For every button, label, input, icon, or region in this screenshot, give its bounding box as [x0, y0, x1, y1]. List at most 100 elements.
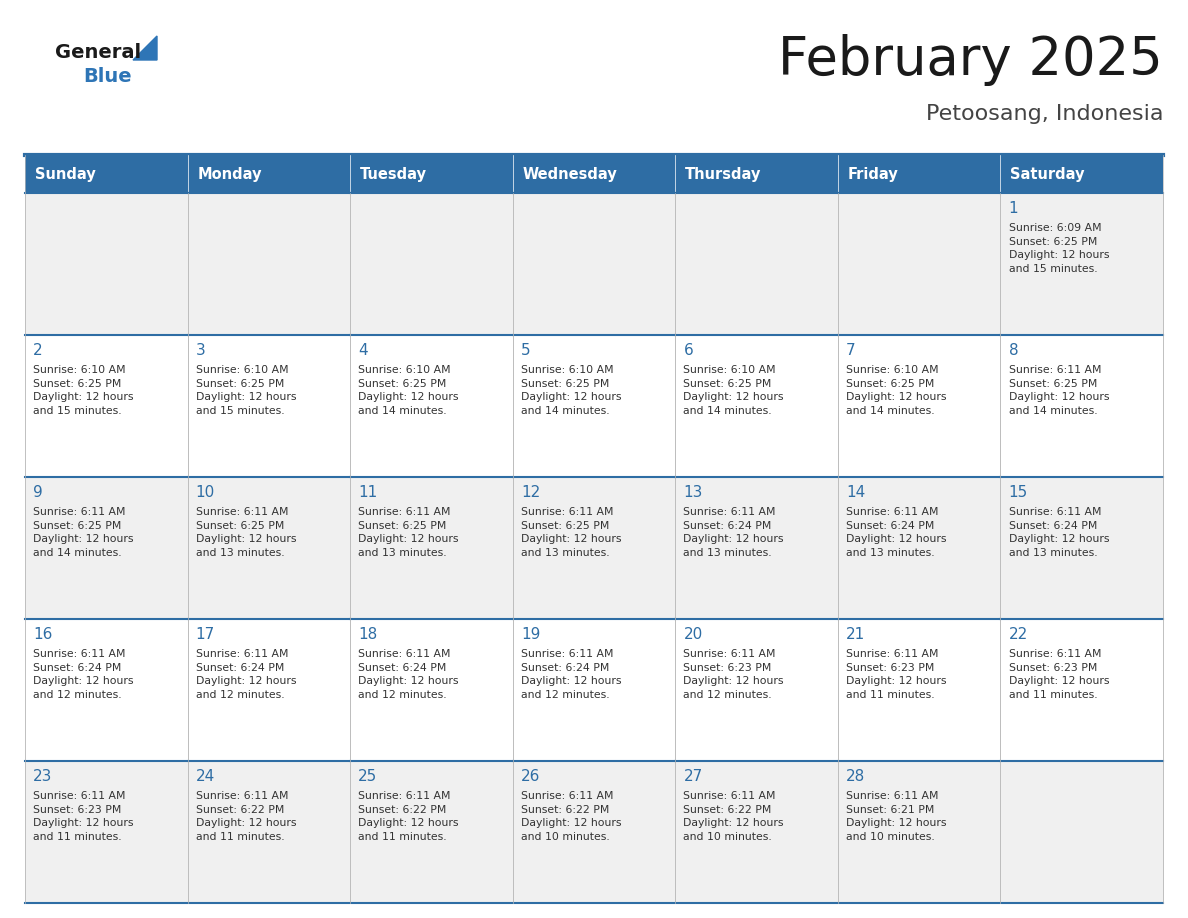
Text: Wednesday: Wednesday [523, 166, 618, 182]
Text: 26: 26 [520, 769, 541, 784]
FancyBboxPatch shape [25, 155, 188, 193]
FancyBboxPatch shape [1000, 193, 1163, 335]
Text: Sunday: Sunday [34, 166, 95, 182]
FancyBboxPatch shape [513, 335, 675, 477]
Text: Sunrise: 6:11 AM
Sunset: 6:24 PM
Daylight: 12 hours
and 13 minutes.: Sunrise: 6:11 AM Sunset: 6:24 PM Dayligh… [683, 507, 784, 558]
Text: 9: 9 [33, 485, 43, 500]
FancyBboxPatch shape [675, 155, 838, 193]
FancyBboxPatch shape [1000, 477, 1163, 619]
Text: Sunrise: 6:11 AM
Sunset: 6:21 PM
Daylight: 12 hours
and 10 minutes.: Sunrise: 6:11 AM Sunset: 6:21 PM Dayligh… [846, 791, 947, 842]
FancyBboxPatch shape [675, 761, 838, 903]
FancyBboxPatch shape [513, 619, 675, 761]
FancyBboxPatch shape [188, 335, 350, 477]
Text: Sunrise: 6:10 AM
Sunset: 6:25 PM
Daylight: 12 hours
and 14 minutes.: Sunrise: 6:10 AM Sunset: 6:25 PM Dayligh… [846, 365, 947, 416]
Text: Sunrise: 6:11 AM
Sunset: 6:24 PM
Daylight: 12 hours
and 12 minutes.: Sunrise: 6:11 AM Sunset: 6:24 PM Dayligh… [196, 649, 296, 700]
Text: 11: 11 [359, 485, 378, 500]
FancyBboxPatch shape [513, 155, 675, 193]
FancyBboxPatch shape [350, 619, 513, 761]
FancyBboxPatch shape [25, 619, 188, 761]
Text: Sunrise: 6:10 AM
Sunset: 6:25 PM
Daylight: 12 hours
and 14 minutes.: Sunrise: 6:10 AM Sunset: 6:25 PM Dayligh… [520, 365, 621, 416]
FancyBboxPatch shape [350, 193, 513, 335]
FancyBboxPatch shape [25, 761, 188, 903]
Text: Sunrise: 6:11 AM
Sunset: 6:25 PM
Daylight: 12 hours
and 14 minutes.: Sunrise: 6:11 AM Sunset: 6:25 PM Dayligh… [1009, 365, 1110, 416]
Text: 28: 28 [846, 769, 865, 784]
Text: 10: 10 [196, 485, 215, 500]
Text: Saturday: Saturday [1010, 166, 1085, 182]
Text: 27: 27 [683, 769, 702, 784]
Text: 3: 3 [196, 343, 206, 358]
Text: Sunrise: 6:11 AM
Sunset: 6:24 PM
Daylight: 12 hours
and 12 minutes.: Sunrise: 6:11 AM Sunset: 6:24 PM Dayligh… [359, 649, 459, 700]
FancyBboxPatch shape [513, 477, 675, 619]
Text: Thursday: Thursday [685, 166, 762, 182]
Text: Sunrise: 6:10 AM
Sunset: 6:25 PM
Daylight: 12 hours
and 15 minutes.: Sunrise: 6:10 AM Sunset: 6:25 PM Dayligh… [33, 365, 133, 416]
Text: Sunrise: 6:11 AM
Sunset: 6:23 PM
Daylight: 12 hours
and 12 minutes.: Sunrise: 6:11 AM Sunset: 6:23 PM Dayligh… [683, 649, 784, 700]
FancyBboxPatch shape [188, 477, 350, 619]
Text: Sunrise: 6:11 AM
Sunset: 6:25 PM
Daylight: 12 hours
and 14 minutes.: Sunrise: 6:11 AM Sunset: 6:25 PM Dayligh… [33, 507, 133, 558]
Text: 13: 13 [683, 485, 703, 500]
Text: Sunrise: 6:09 AM
Sunset: 6:25 PM
Daylight: 12 hours
and 15 minutes.: Sunrise: 6:09 AM Sunset: 6:25 PM Dayligh… [1009, 223, 1110, 274]
Text: Sunrise: 6:11 AM
Sunset: 6:23 PM
Daylight: 12 hours
and 11 minutes.: Sunrise: 6:11 AM Sunset: 6:23 PM Dayligh… [1009, 649, 1110, 700]
FancyBboxPatch shape [188, 619, 350, 761]
Text: Sunrise: 6:11 AM
Sunset: 6:22 PM
Daylight: 12 hours
and 11 minutes.: Sunrise: 6:11 AM Sunset: 6:22 PM Dayligh… [359, 791, 459, 842]
FancyBboxPatch shape [675, 477, 838, 619]
Text: Sunrise: 6:11 AM
Sunset: 6:24 PM
Daylight: 12 hours
and 13 minutes.: Sunrise: 6:11 AM Sunset: 6:24 PM Dayligh… [1009, 507, 1110, 558]
FancyBboxPatch shape [675, 619, 838, 761]
Text: Sunrise: 6:11 AM
Sunset: 6:24 PM
Daylight: 12 hours
and 12 minutes.: Sunrise: 6:11 AM Sunset: 6:24 PM Dayligh… [520, 649, 621, 700]
Text: Blue: Blue [83, 67, 132, 86]
FancyBboxPatch shape [1000, 335, 1163, 477]
FancyBboxPatch shape [1000, 761, 1163, 903]
FancyBboxPatch shape [25, 477, 188, 619]
FancyBboxPatch shape [513, 761, 675, 903]
Text: Sunrise: 6:11 AM
Sunset: 6:24 PM
Daylight: 12 hours
and 13 minutes.: Sunrise: 6:11 AM Sunset: 6:24 PM Dayligh… [846, 507, 947, 558]
Text: 7: 7 [846, 343, 855, 358]
FancyBboxPatch shape [838, 619, 1000, 761]
Text: 16: 16 [33, 627, 52, 642]
FancyBboxPatch shape [675, 335, 838, 477]
Text: 20: 20 [683, 627, 702, 642]
Text: Sunrise: 6:11 AM
Sunset: 6:23 PM
Daylight: 12 hours
and 11 minutes.: Sunrise: 6:11 AM Sunset: 6:23 PM Dayligh… [846, 649, 947, 700]
Text: 25: 25 [359, 769, 378, 784]
Text: 18: 18 [359, 627, 378, 642]
Text: 14: 14 [846, 485, 865, 500]
FancyBboxPatch shape [1000, 155, 1163, 193]
FancyBboxPatch shape [350, 155, 513, 193]
Text: 23: 23 [33, 769, 52, 784]
Text: 24: 24 [196, 769, 215, 784]
FancyBboxPatch shape [188, 761, 350, 903]
FancyBboxPatch shape [350, 335, 513, 477]
Text: Sunrise: 6:11 AM
Sunset: 6:22 PM
Daylight: 12 hours
and 10 minutes.: Sunrise: 6:11 AM Sunset: 6:22 PM Dayligh… [520, 791, 621, 842]
Text: 6: 6 [683, 343, 693, 358]
Text: Sunrise: 6:10 AM
Sunset: 6:25 PM
Daylight: 12 hours
and 14 minutes.: Sunrise: 6:10 AM Sunset: 6:25 PM Dayligh… [359, 365, 459, 416]
FancyBboxPatch shape [513, 193, 675, 335]
Text: Sunrise: 6:11 AM
Sunset: 6:22 PM
Daylight: 12 hours
and 10 minutes.: Sunrise: 6:11 AM Sunset: 6:22 PM Dayligh… [683, 791, 784, 842]
FancyBboxPatch shape [1000, 619, 1163, 761]
Text: Petoosang, Indonesia: Petoosang, Indonesia [925, 104, 1163, 124]
Text: Monday: Monday [197, 166, 261, 182]
Text: 17: 17 [196, 627, 215, 642]
Text: Sunrise: 6:11 AM
Sunset: 6:22 PM
Daylight: 12 hours
and 11 minutes.: Sunrise: 6:11 AM Sunset: 6:22 PM Dayligh… [196, 791, 296, 842]
Text: February 2025: February 2025 [778, 34, 1163, 86]
FancyBboxPatch shape [25, 193, 188, 335]
Text: 8: 8 [1009, 343, 1018, 358]
Text: Friday: Friday [847, 166, 898, 182]
Text: Sunrise: 6:11 AM
Sunset: 6:25 PM
Daylight: 12 hours
and 13 minutes.: Sunrise: 6:11 AM Sunset: 6:25 PM Dayligh… [196, 507, 296, 558]
Text: 12: 12 [520, 485, 541, 500]
Text: Sunrise: 6:11 AM
Sunset: 6:24 PM
Daylight: 12 hours
and 12 minutes.: Sunrise: 6:11 AM Sunset: 6:24 PM Dayligh… [33, 649, 133, 700]
Text: General: General [55, 43, 141, 62]
FancyBboxPatch shape [838, 193, 1000, 335]
FancyBboxPatch shape [188, 193, 350, 335]
Text: Sunrise: 6:11 AM
Sunset: 6:25 PM
Daylight: 12 hours
and 13 minutes.: Sunrise: 6:11 AM Sunset: 6:25 PM Dayligh… [520, 507, 621, 558]
FancyBboxPatch shape [838, 335, 1000, 477]
Text: Sunrise: 6:10 AM
Sunset: 6:25 PM
Daylight: 12 hours
and 14 minutes.: Sunrise: 6:10 AM Sunset: 6:25 PM Dayligh… [683, 365, 784, 416]
Text: 4: 4 [359, 343, 368, 358]
FancyBboxPatch shape [838, 761, 1000, 903]
FancyBboxPatch shape [25, 335, 188, 477]
Text: 22: 22 [1009, 627, 1028, 642]
FancyBboxPatch shape [838, 155, 1000, 193]
FancyBboxPatch shape [838, 477, 1000, 619]
Text: 21: 21 [846, 627, 865, 642]
Text: 15: 15 [1009, 485, 1028, 500]
Text: Tuesday: Tuesday [360, 166, 426, 182]
Text: 5: 5 [520, 343, 531, 358]
Text: 1: 1 [1009, 201, 1018, 216]
